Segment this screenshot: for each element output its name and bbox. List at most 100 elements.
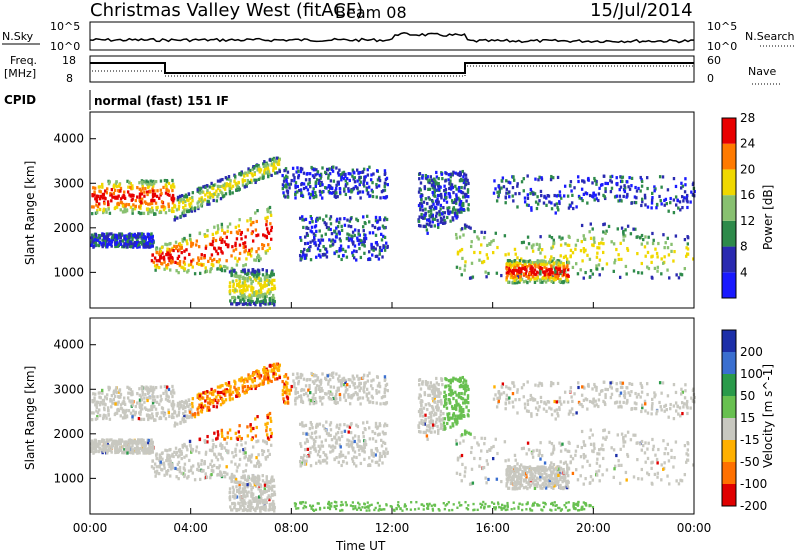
power-cell: [522, 189, 525, 193]
power-cell: [261, 273, 265, 277]
power-cell: [494, 231, 497, 235]
velocity-cell: [544, 486, 548, 490]
power-cell: [550, 267, 553, 272]
power-cell: [144, 241, 148, 246]
power-cell: [622, 238, 625, 242]
power-cell: [228, 290, 231, 294]
power-cell: [117, 202, 121, 207]
power-cell: [115, 236, 119, 240]
power-cell: [266, 290, 269, 294]
power-cell: [241, 297, 245, 301]
power-cell: [259, 257, 262, 261]
velocity-cell: [145, 407, 148, 412]
power-cell: [95, 210, 99, 215]
power-cell: [538, 259, 541, 263]
power-cell: [182, 205, 185, 210]
power-cell: [619, 185, 623, 189]
velocity-cell: [246, 379, 249, 383]
power-cell: [254, 180, 257, 185]
power-cell: [465, 194, 468, 198]
velocity-cell: [105, 393, 109, 397]
power-cell: [238, 243, 242, 247]
power-cell: [428, 214, 431, 218]
power-cell: [525, 269, 528, 273]
velocity-cell: [556, 482, 560, 486]
velocity-cell: [355, 464, 358, 468]
power-cell: [324, 170, 327, 174]
power-cell: [166, 247, 169, 251]
power-cell: [634, 185, 637, 190]
power-cell: [566, 273, 569, 277]
velocity-cell: [263, 487, 266, 491]
power-cell: [168, 208, 171, 212]
power-cell: [515, 276, 518, 281]
power-cell: [441, 177, 444, 181]
velocity-cell: [251, 492, 255, 496]
power-cell: [215, 231, 218, 235]
power-cell: [598, 246, 601, 250]
velocity-cell: [601, 473, 604, 477]
power-cell: [268, 292, 271, 296]
velocity-cell: [516, 411, 519, 415]
power-cell: [333, 229, 336, 233]
power-cell: [94, 197, 97, 201]
power-cell: [378, 226, 381, 230]
power-cell: [97, 233, 101, 238]
velocity-cell: [658, 400, 661, 405]
power-cell: [314, 184, 318, 189]
velocity-cell: [423, 392, 427, 397]
velocity-cell: [201, 396, 204, 400]
velocity-cell: [457, 414, 460, 418]
power-cell: [580, 187, 584, 191]
velocity-cell: [663, 409, 666, 413]
power-cell: [251, 279, 254, 284]
power-cell: [436, 199, 439, 203]
velocity-cell: [470, 467, 474, 471]
velocity-cell: [383, 432, 386, 436]
velocity-cell: [184, 419, 187, 423]
velocity-cell: [440, 418, 444, 422]
power-cell: [658, 175, 662, 179]
power-cell: [201, 199, 205, 203]
power-cell: [520, 267, 523, 271]
velocity-cell: [258, 506, 261, 510]
velocity-cell: [455, 442, 458, 446]
power-cell: [308, 172, 312, 176]
power-cell: [266, 248, 269, 253]
power-cell: [497, 184, 500, 188]
power-cell: [449, 187, 453, 191]
power-cell: [264, 162, 268, 167]
power-cell: [431, 190, 434, 195]
power-cell: [123, 196, 127, 200]
power-cell: [162, 257, 166, 261]
velocity-cell: [451, 406, 454, 411]
velocity-cell: [223, 393, 227, 397]
power-cell: [569, 180, 573, 184]
power-cell: [452, 206, 456, 210]
power-cell: [375, 182, 378, 187]
power-cell: [151, 237, 154, 242]
velocity-cell: [313, 443, 316, 447]
power-cell: [324, 247, 328, 251]
velocity-cell: [654, 453, 657, 457]
velocity-cell: [98, 403, 102, 407]
power-cell: [459, 172, 463, 176]
power-cell: [240, 237, 243, 241]
power-cell: [236, 231, 240, 235]
velocity-cell: [206, 440, 209, 444]
power-cell: [419, 188, 422, 192]
power-cell: [362, 229, 365, 233]
power-cell: [654, 247, 657, 251]
power-cell: [438, 213, 441, 217]
power-cell: [641, 200, 644, 204]
power-cell: [219, 184, 222, 189]
velocity-cell: [359, 461, 363, 466]
power-cell: [463, 178, 466, 182]
velocity-cell: [170, 467, 173, 471]
velocity-cell: [592, 449, 595, 454]
velocity-cell: [264, 508, 267, 512]
power-cell: [131, 209, 134, 213]
power-cell: [128, 241, 131, 245]
velocity-cell: [436, 403, 439, 407]
velocity-cell: [211, 465, 214, 469]
